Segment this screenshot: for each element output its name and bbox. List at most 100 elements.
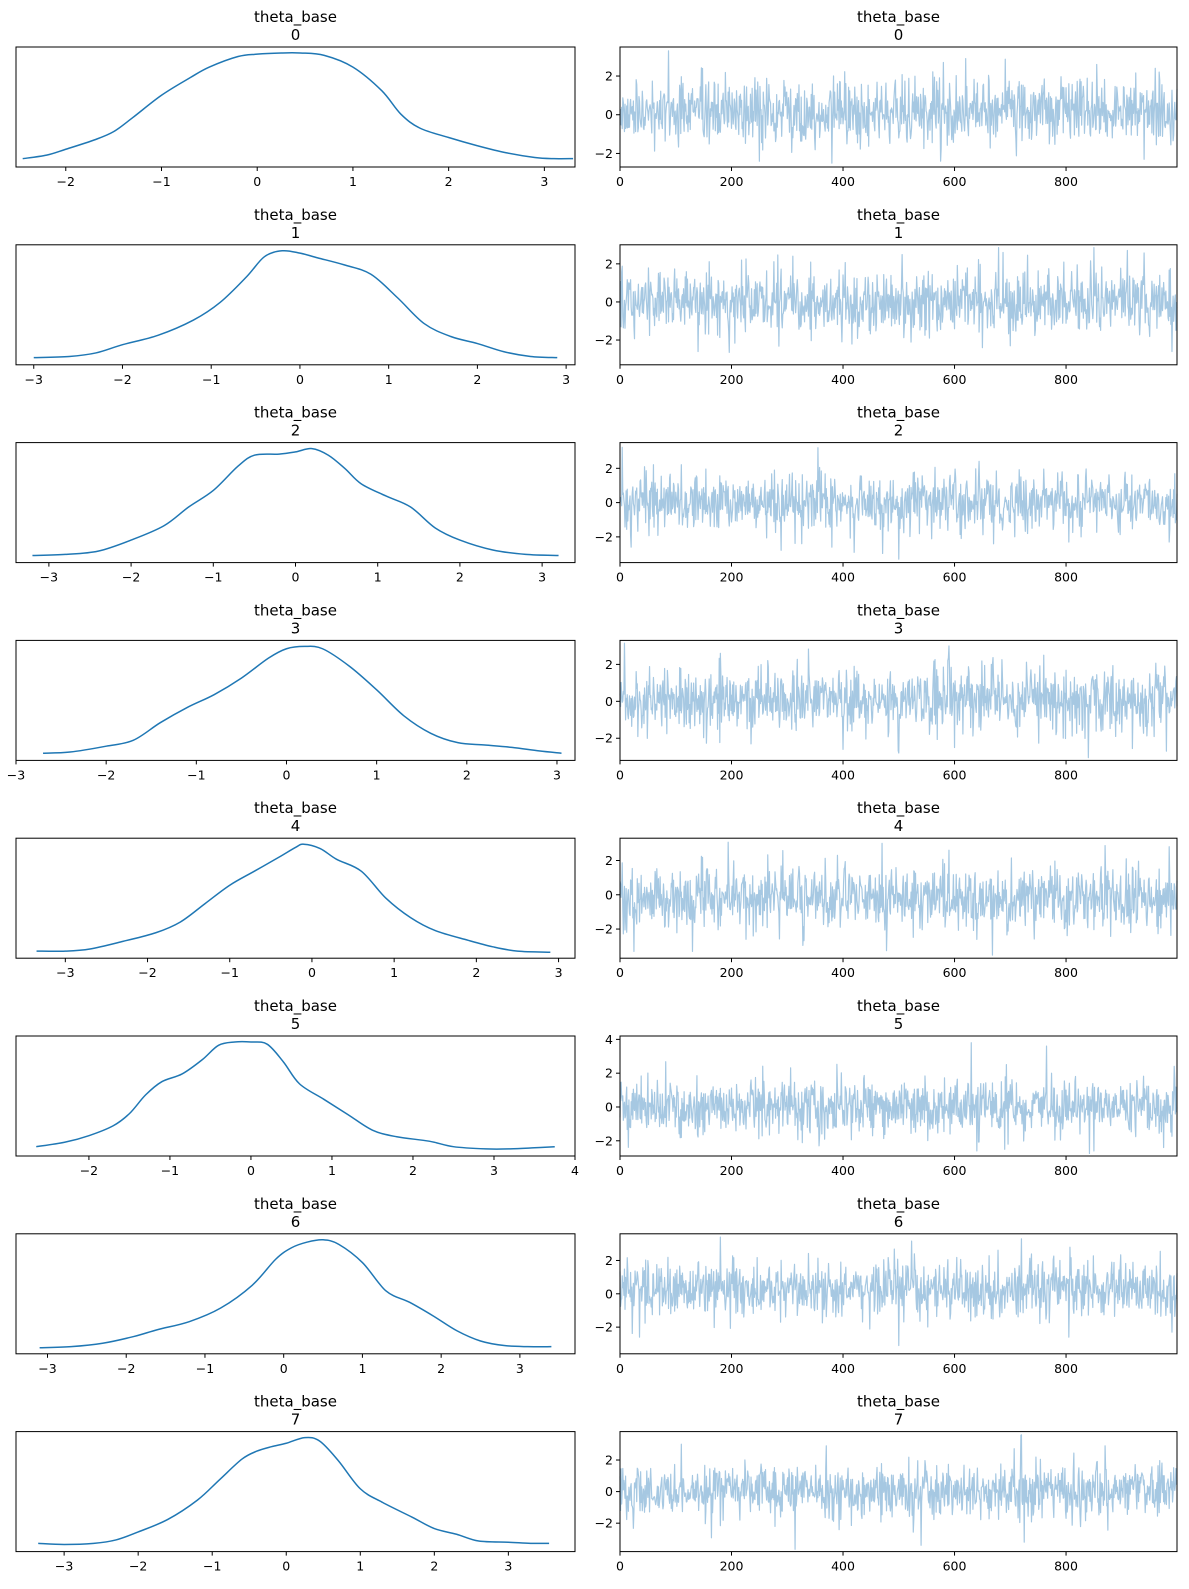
axes-frame: [619, 1035, 1178, 1157]
y-tick-label: 0: [605, 495, 613, 510]
trace-line: [619, 642, 1178, 759]
x-tick-label: −1: [202, 372, 220, 387]
x-tick-label: 0: [280, 1361, 288, 1376]
y-tick-label: 2: [605, 657, 613, 672]
x-tick-label: 200: [720, 1361, 744, 1376]
x-tick-label: 800: [1054, 372, 1078, 387]
y-tick-label: −2: [595, 146, 613, 161]
x-tick-label: 600: [943, 372, 967, 387]
x-tick-label: 800: [1054, 965, 1078, 980]
x-tick-label: 200: [720, 767, 744, 782]
axes-frame: [15, 442, 576, 564]
y-tick-label: 2: [605, 1453, 613, 1468]
trace-line: [619, 1236, 1178, 1347]
x-tick-label: 400: [831, 1559, 855, 1574]
panel-subtitle: 5: [894, 1015, 904, 1033]
panel-subtitle: 4: [894, 817, 904, 835]
x-tick-label: 0: [296, 372, 304, 387]
panel-title: theta_base: [857, 8, 940, 27]
kde-curve: [22, 52, 574, 160]
axes-frame: [15, 837, 576, 959]
panel-title: theta_base: [857, 1195, 940, 1214]
x-tick-label: 3: [490, 1163, 498, 1178]
panel-subtitle: 7: [291, 1411, 301, 1429]
x-tick-label: −2: [129, 1559, 147, 1574]
kde-curve: [33, 249, 558, 359]
x-tick-label: 3: [538, 570, 546, 585]
x-tick-label: −1: [221, 965, 239, 980]
x-tick-label: 3: [562, 372, 570, 387]
panel-title: theta_base: [254, 404, 337, 423]
panel-subtitle: 7: [894, 1411, 904, 1429]
x-tick-label: 0: [616, 372, 624, 387]
x-tick-label: 0: [253, 174, 261, 189]
x-tick-label: 400: [831, 1361, 855, 1376]
x-tick-label: 600: [943, 767, 967, 782]
x-tick-label: −2: [117, 1361, 135, 1376]
x-tick-label: −3: [25, 372, 43, 387]
y-tick-label: 0: [605, 107, 613, 122]
x-tick-label: 2: [430, 1559, 438, 1574]
axes-frame: [15, 244, 576, 366]
x-tick-label: 0: [616, 1163, 624, 1178]
panel-title: theta_base: [857, 997, 940, 1016]
y-tick-label: 0: [605, 694, 613, 709]
x-tick-label: −3: [38, 1361, 56, 1376]
x-tick-label: −1: [161, 1163, 179, 1178]
x-tick-label: −2: [97, 767, 115, 782]
panel-title: theta_base: [857, 601, 940, 620]
panel-title: theta_base: [857, 404, 940, 423]
x-tick-label: −1: [204, 570, 222, 585]
panel-title: theta_base: [857, 206, 940, 225]
x-tick-label: 0: [282, 1559, 290, 1574]
y-tick-label: 0: [605, 1484, 613, 1499]
y-tick-label: 4: [605, 1032, 613, 1047]
y-tick-label: 0: [605, 1286, 613, 1301]
x-tick-label: 0: [616, 965, 624, 980]
axes-frame: [619, 837, 1178, 959]
panel-subtitle: 6: [291, 1213, 301, 1231]
x-tick-label: 0: [247, 1163, 255, 1178]
x-tick-label: 1: [385, 372, 393, 387]
x-tick-label: −1: [203, 1559, 221, 1574]
panel-subtitle: 5: [291, 1015, 301, 1033]
x-tick-label: 800: [1054, 767, 1078, 782]
y-tick-label: −2: [595, 529, 613, 544]
x-tick-label: 600: [943, 1559, 967, 1574]
axes-frame: [619, 46, 1178, 168]
trace-line: [619, 841, 1178, 956]
trace-line: [619, 247, 1178, 354]
x-tick-label: 200: [720, 372, 744, 387]
x-tick-label: 0: [283, 767, 291, 782]
x-tick-label: 600: [943, 1163, 967, 1178]
y-tick-label: 2: [605, 853, 613, 868]
x-tick-label: −3: [55, 1559, 73, 1574]
x-tick-label: 400: [831, 965, 855, 980]
kde-curve: [36, 843, 551, 953]
x-tick-label: −3: [7, 767, 25, 782]
x-tick-label: −1: [152, 174, 170, 189]
x-tick-label: 1: [374, 570, 382, 585]
y-tick-label: 0: [605, 887, 613, 902]
x-tick-label: 1: [373, 767, 381, 782]
y-tick-label: 2: [605, 1066, 613, 1081]
panel-title: theta_base: [254, 601, 337, 620]
kde-curve: [32, 447, 559, 557]
x-tick-label: 1: [356, 1559, 364, 1574]
axes-frame: [15, 1035, 576, 1157]
x-tick-label: 1: [349, 174, 357, 189]
x-tick-label: 600: [943, 174, 967, 189]
panel-subtitle: 3: [291, 619, 301, 637]
x-tick-label: −2: [138, 965, 156, 980]
panel-title: theta_base: [857, 1393, 940, 1412]
y-tick-label: −2: [595, 922, 613, 937]
x-tick-label: 200: [720, 965, 744, 980]
panel-subtitle: 2: [894, 422, 904, 440]
axes-frame: [619, 1233, 1178, 1355]
